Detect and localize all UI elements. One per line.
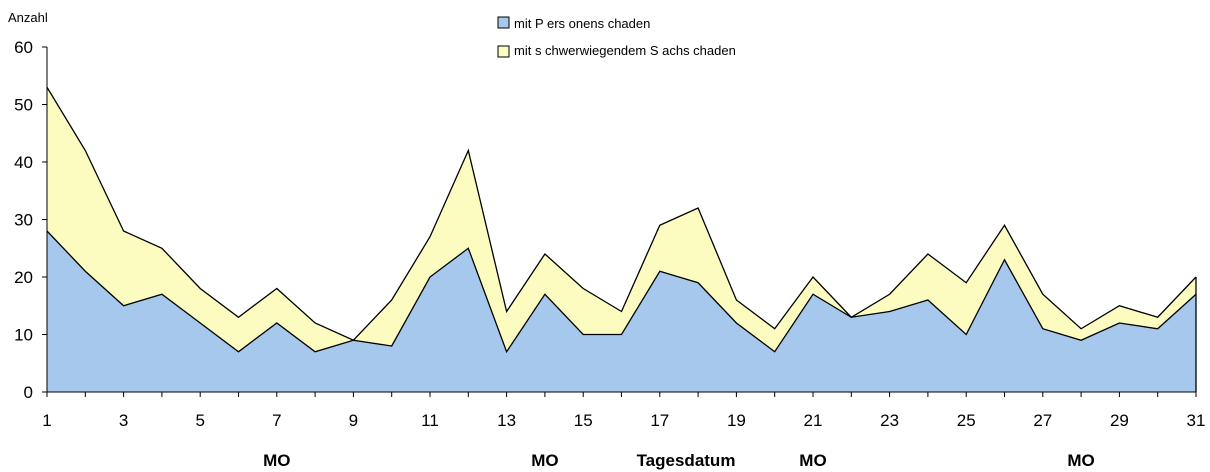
legend-swatch-sachschaden <box>497 45 510 58</box>
x-tick-label: 13 <box>497 411 516 430</box>
x-tick-label: 15 <box>574 411 593 430</box>
x-tick-label: 5 <box>195 411 204 430</box>
mo-label: MO <box>531 451 558 470</box>
y-tick-label: 0 <box>24 383 33 402</box>
legend-label-sachschaden: mit s chwerwiegendem S achs chaden <box>514 43 736 58</box>
x-ticks: 1 3 5 7 9 11 13 15 17 19 21 23 25 27 29 31 <box>42 392 1205 430</box>
y-tick-label: 40 <box>14 153 33 172</box>
x-tick-label: 7 <box>272 411 281 430</box>
y-tick-label: 60 <box>14 38 33 57</box>
x-tick-label: 31 <box>1187 411 1206 430</box>
legend: mit P ers onens chaden mit s chwerwiegen… <box>497 16 736 58</box>
mo-annotations: MO MO MO MO <box>263 451 1095 470</box>
y-tick-label: 30 <box>14 211 33 230</box>
x-tick-label: 17 <box>650 411 669 430</box>
y-ticks: 0 10 20 30 40 50 60 <box>14 38 47 402</box>
x-tick-label: 9 <box>349 411 358 430</box>
x-tick-label: 1 <box>42 411 51 430</box>
line-total <box>46 86 1197 342</box>
legend-swatch-personenschaden <box>497 16 510 29</box>
legend-label-personenschaden: mit P ers onens chaden <box>514 16 650 31</box>
y-tick-label: 10 <box>14 326 33 345</box>
x-tick-label: 23 <box>880 411 899 430</box>
mo-label: MO <box>263 451 290 470</box>
x-tick-label: 3 <box>119 411 128 430</box>
x-tick-label: 21 <box>804 411 823 430</box>
x-tick-label: 25 <box>957 411 976 430</box>
x-tick-label: 29 <box>1110 411 1129 430</box>
mo-label: MO <box>1067 451 1094 470</box>
x-tick-label: 27 <box>1033 411 1052 430</box>
mo-label: MO <box>799 451 826 470</box>
y-tick-label: 50 <box>14 96 33 115</box>
y-axis-label: Anzahl <box>8 10 48 25</box>
x-tick-label: 11 <box>421 411 439 430</box>
x-tick-label: 19 <box>727 411 746 430</box>
line-personenschaden <box>46 230 1197 354</box>
area-personenschaden <box>47 231 1196 392</box>
y-tick-label: 20 <box>14 268 33 287</box>
x-axis-label: Tagesdatum <box>637 451 736 470</box>
plot-areas <box>46 86 1197 392</box>
